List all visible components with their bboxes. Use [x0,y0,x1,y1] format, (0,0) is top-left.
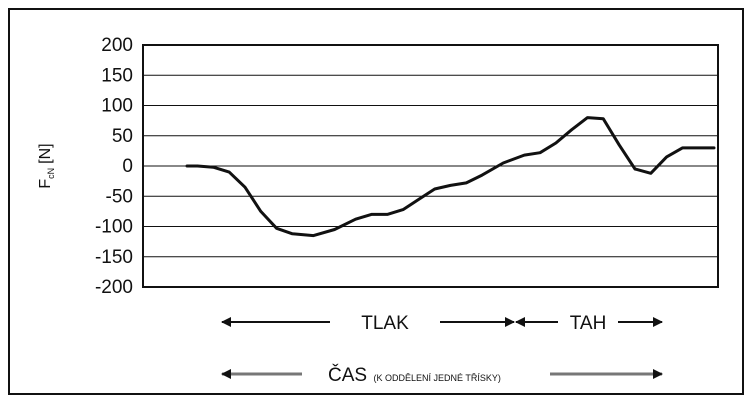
y-axis-label-main: F [37,179,54,189]
y-tick-label: 50 [112,126,133,147]
force-chart: 200 150 100 50 0 -50 -100 -150 -200 FcN [N] TLAK … [37,35,719,386]
y-tick-label: 200 [101,35,133,56]
series-line [185,116,716,238]
y-axis-label-unit: [N] [37,143,54,163]
cas-label: ČAS (K ODDĚLENÍ JEDNÉ TŘÍSKY) [328,364,501,386]
cas-arrows: ČAS (K ODDĚLENÍ JEDNÉ TŘÍSKY) [221,364,663,386]
y-tick-label: -200 [95,277,133,298]
y-tick-label: 150 [101,65,133,86]
chart-frame: 200 150 100 50 0 -50 -100 -150 -200 FcN [N] TLAK … [8,8,744,395]
y-tick-label: -100 [95,217,133,238]
y-tick-label: 100 [101,96,133,117]
y-axis-label: FcN [N] [37,143,56,188]
cas-label-small: (K ODDĚLENÍ JEDNÉ TŘÍSKY) [374,373,501,383]
grid-lines [143,74,718,258]
plot-area [142,44,719,288]
y-tick-label: -50 [106,186,133,207]
y-tick-label: -150 [95,247,133,268]
y-tick-label: 0 [122,156,133,177]
svg-text:FcN[N]: FcN [N] [37,143,56,188]
y-tick-labels: 200 150 100 50 0 -50 -100 -150 -200 [95,35,133,298]
tah-label: TAH [570,313,607,334]
tlak-label: TLAK [361,313,409,334]
cas-label-main: ČAS [328,364,367,386]
y-axis-label-subscript: cN [46,168,56,179]
tlak-tah-arrows: TLAK TAH [221,313,663,334]
